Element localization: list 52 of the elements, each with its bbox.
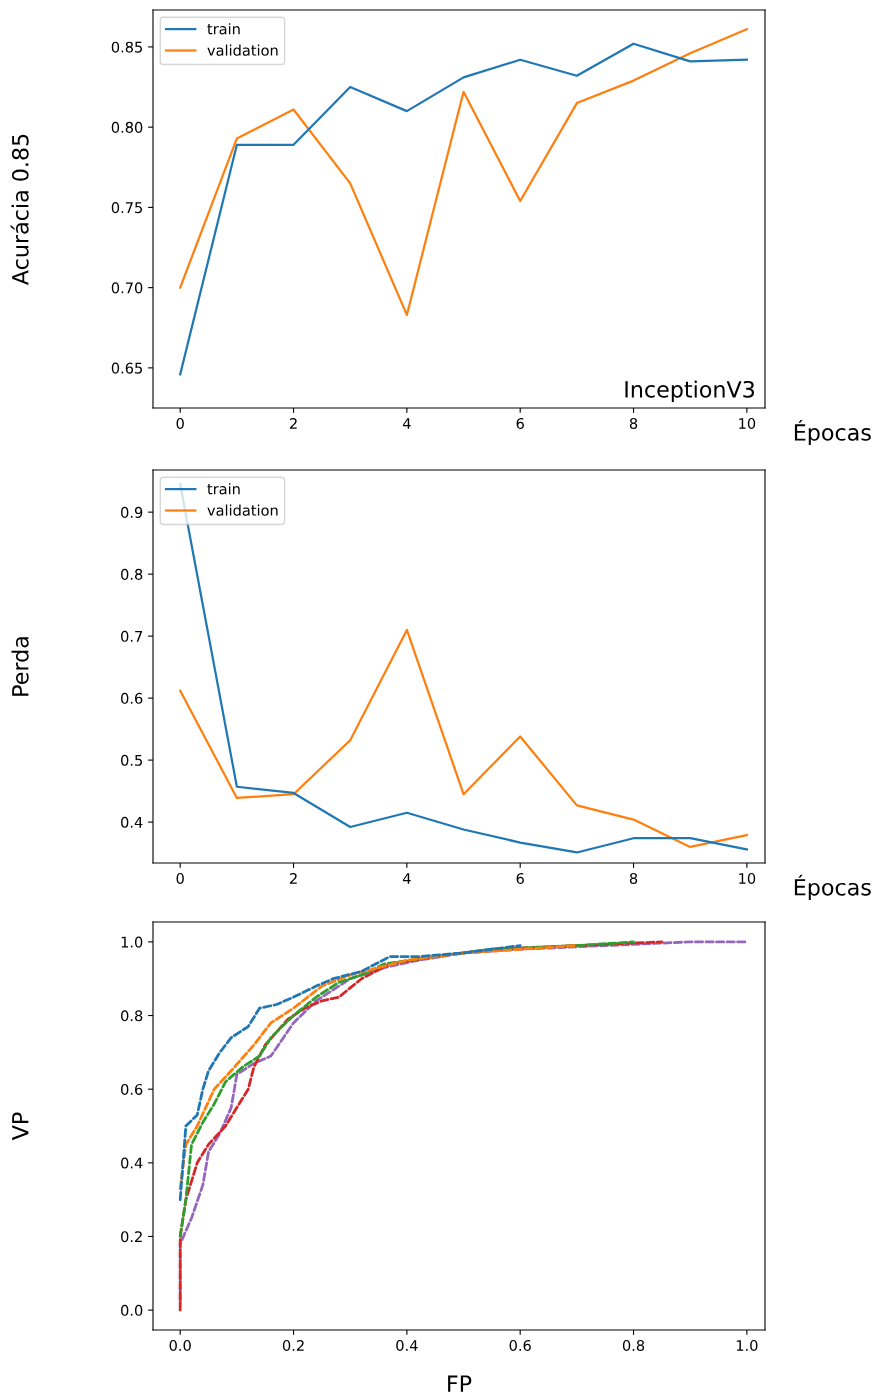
y-tick-label: 0.7: [121, 630, 143, 642]
y-tick-label: 0.4: [121, 1157, 143, 1169]
y-axis-title: Perda: [11, 637, 29, 696]
x-tick-label: 0: [176, 417, 184, 430]
x-tick-label: 2: [289, 417, 297, 429]
x-tick-label: 0.2: [282, 1339, 304, 1352]
y-tick-label: 0.6: [121, 1083, 143, 1095]
x-tick-label: 6: [516, 872, 524, 885]
annotation: InceptionV3: [625, 380, 755, 403]
legend-label: train: [207, 483, 240, 495]
y-tick-label: 0.85: [111, 41, 142, 53]
x-tick-label: 4: [402, 873, 411, 884]
y-axis-title: VP: [12, 1112, 29, 1141]
y-tick-label: 0.8: [121, 568, 143, 580]
y-tick-label: 0.65: [111, 362, 142, 374]
x-tick-label: 1.0: [736, 1339, 758, 1352]
line-series: [179, 628, 748, 848]
x-tick-label: 10: [739, 417, 756, 430]
line-series: [178, 944, 522, 1202]
x-tick-label: 0.0: [169, 1339, 191, 1352]
legend-label: validation: [207, 44, 278, 56]
y-tick-label: 0.70: [111, 282, 143, 294]
x-tick-label: 8: [629, 417, 638, 430]
x-tick-label: 0.6: [509, 1339, 531, 1352]
x-tick-label: 0: [176, 872, 184, 885]
x-axis-title: Épocas: [794, 419, 871, 446]
x-tick-label: 8: [629, 872, 638, 885]
x-tick-label: 6: [516, 417, 524, 430]
line-series: [179, 42, 748, 376]
line-series: [178, 940, 664, 1312]
x-tick-label: 10: [739, 872, 756, 885]
x-tick-label: 2: [289, 872, 297, 884]
y-tick-label: 1.0: [121, 936, 143, 948]
line-series: [178, 940, 749, 1305]
y-tick-label: 0.9: [121, 506, 143, 518]
y-tick-label: 0.8: [121, 1010, 143, 1022]
x-axis-title: FP: [448, 1375, 472, 1392]
x-tick-label: 4: [402, 418, 411, 429]
line-series: [178, 940, 635, 1238]
y-tick-label: 0.5: [121, 754, 142, 766]
y-tick-label: 0.0: [121, 1304, 143, 1316]
y-axis-title: Acurácia 0.85: [10, 134, 29, 286]
y-tick-label: 0.4: [121, 816, 143, 828]
y-tick-label: 0.2: [121, 1231, 142, 1243]
y-tick-label: 0.80: [111, 121, 143, 133]
legend-label: validation: [207, 504, 278, 516]
legend-label: train: [207, 23, 240, 35]
x-tick-label: 0.4: [396, 1339, 418, 1352]
x-axis-title: Épocas: [794, 874, 871, 900]
x-tick-label: 0.8: [622, 1339, 645, 1352]
y-tick-label: 0.6: [121, 692, 143, 704]
y-tick-label: 0.75: [111, 202, 142, 214]
